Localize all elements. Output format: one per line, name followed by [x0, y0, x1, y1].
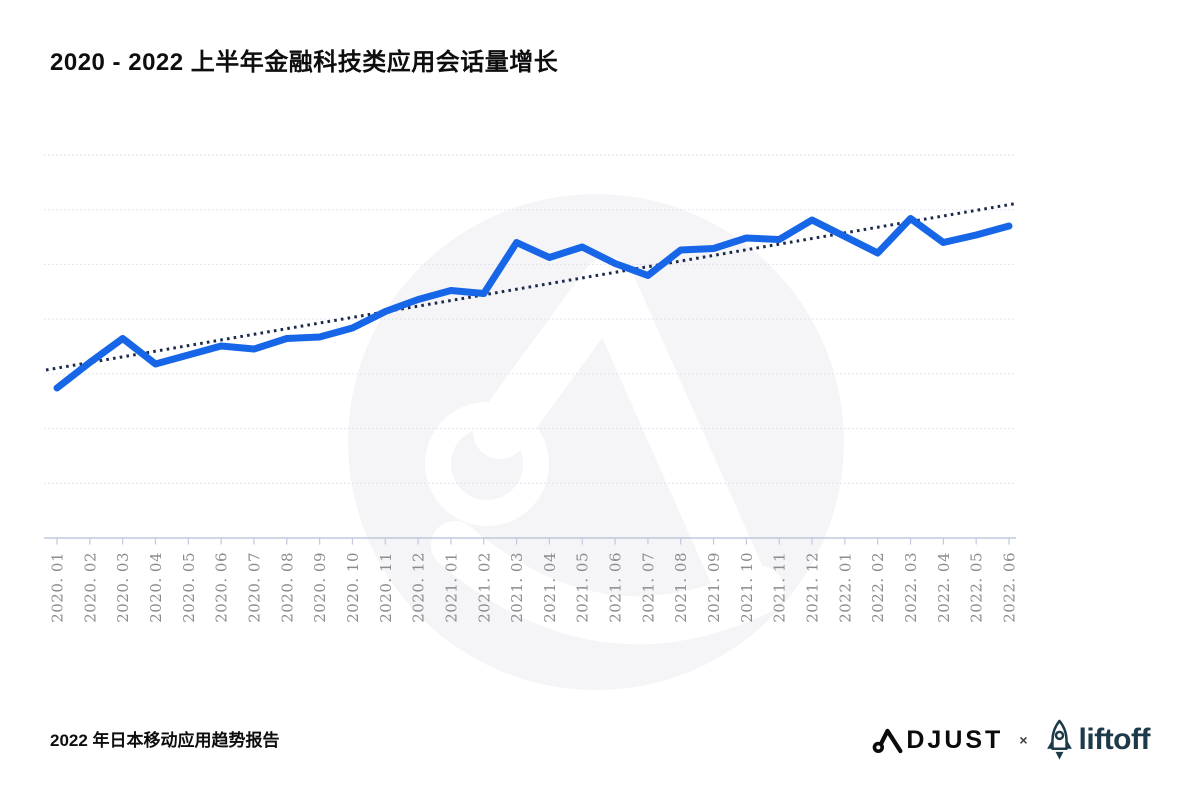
x-axis-label: 2020. 09 — [311, 552, 329, 623]
x-axis-label: 2022. 05 — [968, 552, 986, 623]
sessions-line — [53, 215, 1013, 392]
x-axis-label: 2020. 06 — [213, 552, 231, 623]
adjust-logo: DJUST — [871, 727, 1003, 754]
adjust-wordmark-rest: DJUST — [906, 725, 1004, 754]
chart-title: 2020 - 2022 上半年金融科技类应用会话量增长 — [50, 49, 559, 76]
x-axis-label: 2020. 01 — [49, 552, 67, 623]
x-axis-label: 2021. 11 — [771, 552, 789, 623]
x-axis-label: 2020. 03 — [114, 552, 132, 623]
trend-line — [45, 202, 1017, 372]
x-axis-label: 2020. 10 — [344, 552, 362, 623]
adjust-a-icon — [873, 728, 903, 753]
liftoff-wordmark: liftoff — [1078, 723, 1151, 756]
x-axis-label: 2020. 05 — [180, 552, 198, 623]
x-axis-label: 2022. 01 — [836, 552, 854, 623]
adjust-watermark-icon — [348, 194, 844, 690]
partner-logos: DJUST × liftoff — [871, 712, 1151, 768]
x-axis-label: 2021. 07 — [639, 552, 657, 623]
partnership-separator: × — [1019, 732, 1028, 748]
x-axis — [44, 537, 1016, 545]
x-axis-label: 2022. 04 — [935, 552, 953, 623]
report-source: 2022 年日本移动应用趋势报告 — [50, 731, 280, 750]
x-axis-label: 2021. 05 — [574, 552, 592, 623]
x-axis-label: 2020. 08 — [278, 552, 296, 623]
liftoff-logo: liftoff — [1044, 719, 1151, 761]
x-axis-label: 2021. 01 — [442, 552, 460, 623]
x-axis-labels: 2020. 01 2020. 02 2020. 03 2020. 04 2020. 05… — [49, 552, 1019, 623]
x-axis-label: 2021. 06 — [607, 552, 625, 623]
x-axis-label: 2022. 03 — [902, 552, 920, 623]
x-axis-label: 2020. 04 — [147, 552, 165, 623]
x-axis-label: 2021. 12 — [804, 552, 822, 623]
liftoff-rocket-icon — [1046, 719, 1072, 760]
x-axis-label: 2020. 11 — [377, 552, 395, 623]
x-axis-label: 2021. 10 — [738, 552, 756, 623]
x-axis-label: 2020. 02 — [81, 552, 99, 623]
x-axis-label: 2021. 08 — [672, 552, 690, 623]
x-axis-label: 2022. 02 — [869, 552, 887, 623]
x-axis-label: 2020. 07 — [245, 552, 263, 623]
x-axis-label: 2021. 03 — [508, 552, 526, 623]
x-axis-label: 2021. 04 — [541, 552, 559, 623]
x-axis-label: 2021. 02 — [475, 552, 493, 623]
x-axis-label: 2020. 12 — [410, 552, 428, 623]
x-axis-label: 2021. 09 — [705, 552, 723, 623]
x-axis-label: 2022. 06 — [1001, 552, 1019, 623]
